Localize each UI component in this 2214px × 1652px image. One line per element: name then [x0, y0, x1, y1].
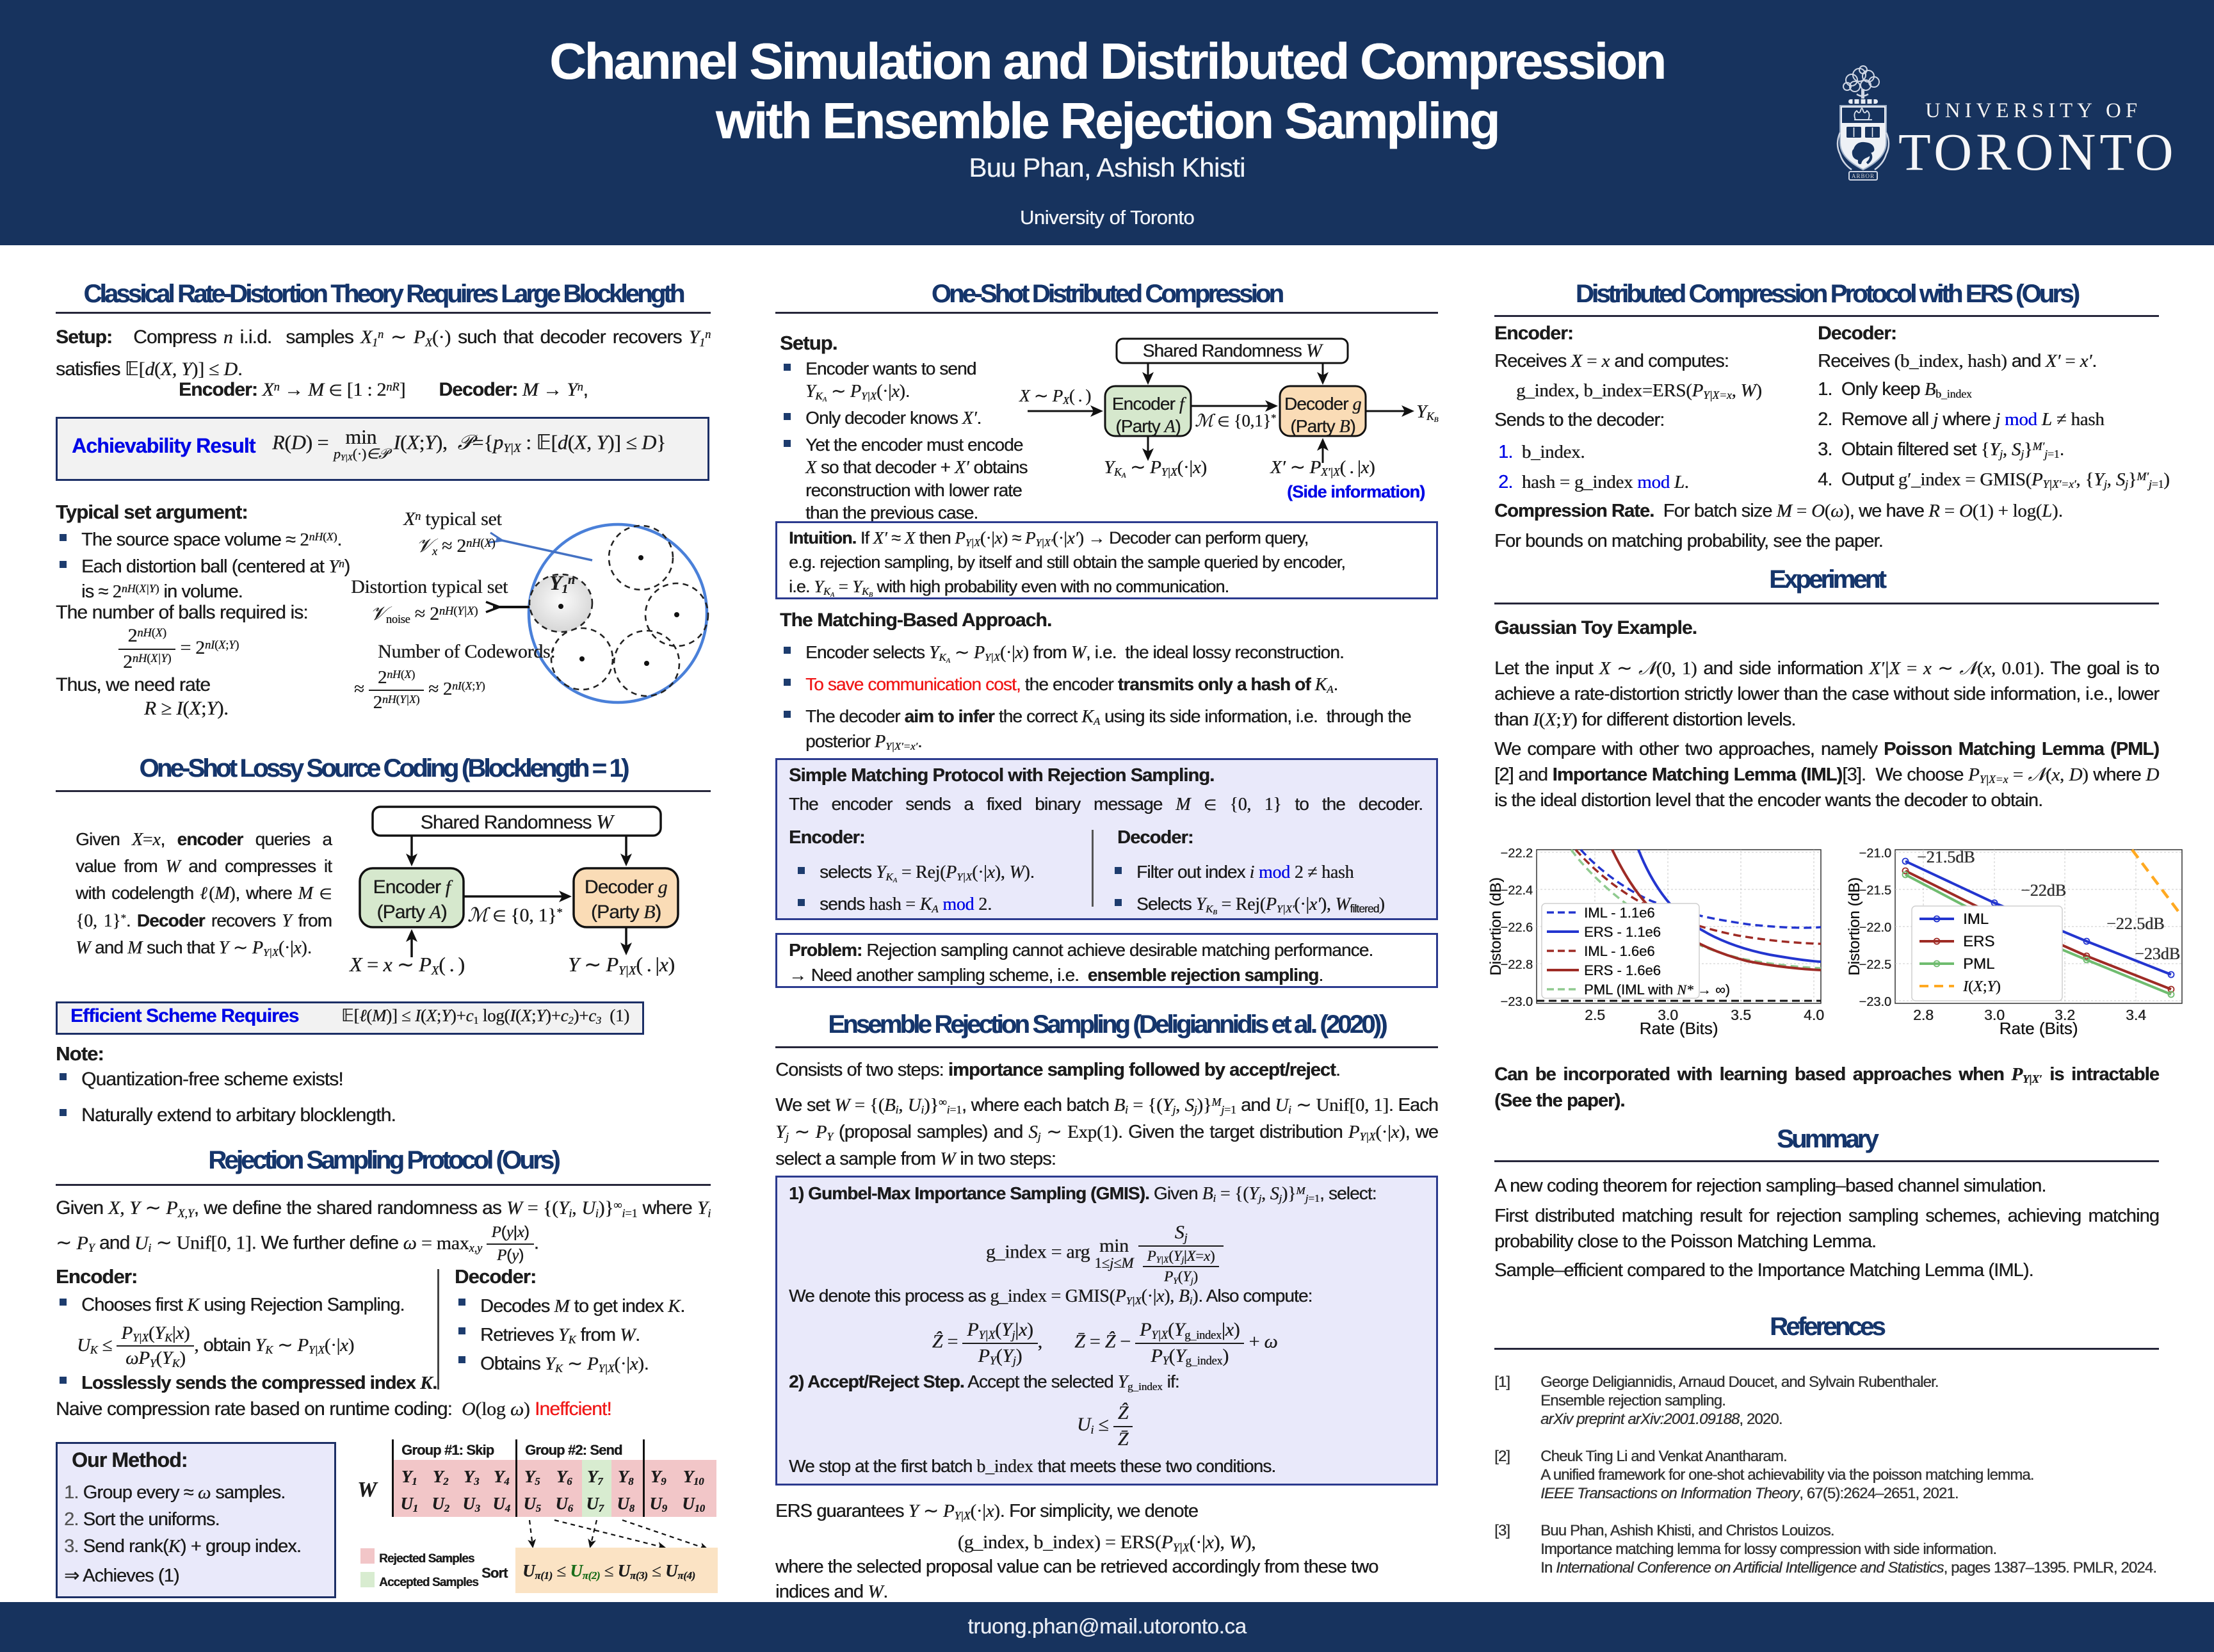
svg-text:−23.0: −23.0 — [1500, 995, 1533, 1009]
svg-text:−23dB: −23dB — [2135, 944, 2180, 963]
svg-text:3.5: 3.5 — [1731, 1007, 1751, 1023]
svg-text:I(X;Y): I(X;Y) — [1962, 978, 2001, 995]
svg-text:−22.2: −22.2 — [1500, 846, 1533, 861]
svg-text:Rate (Bits): Rate (Bits) — [1640, 1019, 1718, 1038]
svg-text:ERS - 1.6e6: ERS - 1.6e6 — [1584, 962, 1661, 978]
svg-text:Distortion (dB): Distortion (dB) — [1846, 877, 1863, 975]
svg-text:2.8: 2.8 — [1913, 1007, 1934, 1023]
svg-text:ERS - 1.1e6: ERS - 1.1e6 — [1584, 924, 1661, 940]
svg-text:3.0: 3.0 — [1984, 1007, 2005, 1023]
svg-text:ERS: ERS — [1963, 933, 1994, 950]
svg-text:IML - 1.1e6: IML - 1.1e6 — [1584, 905, 1654, 921]
svg-text:TORONTO: TORONTO — [1898, 122, 2178, 181]
svg-text:3.2: 3.2 — [2055, 1007, 2075, 1023]
svg-text:IML - 1.6e6: IML - 1.6e6 — [1584, 943, 1654, 959]
svg-text:PML: PML — [1963, 955, 1994, 973]
svg-text:−21.5: −21.5 — [1859, 884, 1891, 898]
svg-text:Distortion (dB): Distortion (dB) — [1487, 877, 1505, 975]
svg-text:−23.0: −23.0 — [1859, 995, 1891, 1009]
svg-text:−22.4: −22.4 — [1500, 884, 1533, 898]
svg-text:IML: IML — [1963, 911, 1989, 928]
svg-text:2.5: 2.5 — [1585, 1007, 1605, 1023]
svg-text:−21.5dB: −21.5dB — [1917, 848, 1975, 866]
svg-text:−21.0: −21.0 — [1859, 846, 1891, 861]
svg-text:4.0: 4.0 — [1804, 1007, 1824, 1023]
svg-text:−22.5: −22.5 — [1859, 958, 1891, 972]
svg-text:−22.6: −22.6 — [1500, 921, 1533, 935]
svg-text:Rate (Bits): Rate (Bits) — [2000, 1019, 2078, 1038]
svg-text:PML (IML with N* → ∞): PML (IML with N* → ∞) — [1584, 982, 1730, 998]
svg-text:ARBOR: ARBOR — [1852, 173, 1875, 179]
svg-text:UNIVERSITY OF: UNIVERSITY OF — [1925, 99, 2142, 122]
svg-text:−22.5dB: −22.5dB — [2106, 914, 2165, 933]
svg-text:−22.0: −22.0 — [1859, 921, 1891, 935]
svg-text:3.4: 3.4 — [2126, 1007, 2146, 1023]
svg-text:−22dB: −22dB — [2021, 881, 2066, 900]
svg-text:3.0: 3.0 — [1658, 1007, 1678, 1023]
svg-text:−22.8: −22.8 — [1500, 958, 1533, 972]
